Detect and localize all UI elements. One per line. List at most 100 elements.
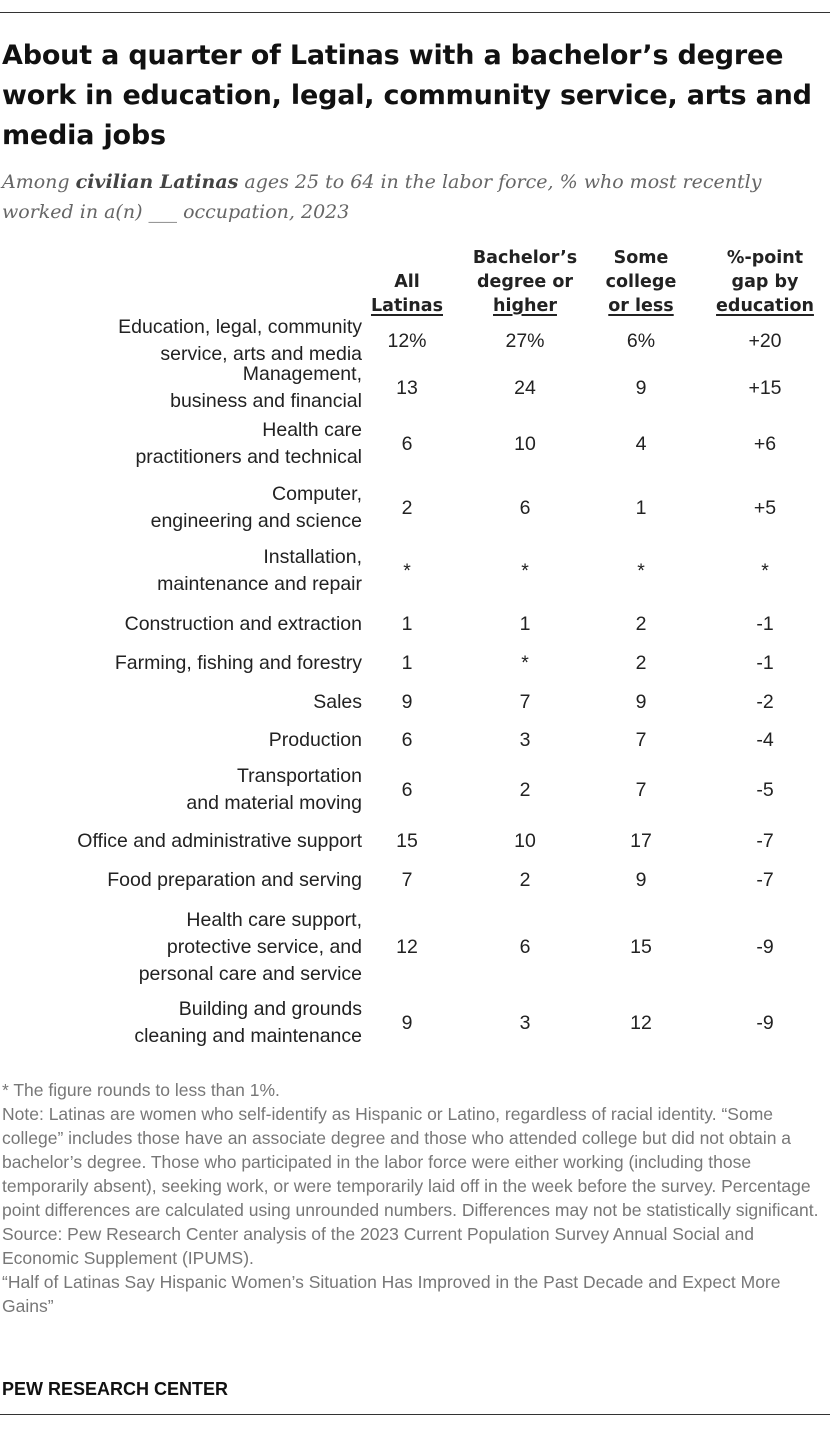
subtitle-after: ages 25 to 64 in the labor force, % who … [2,171,762,223]
cell-all: 15 [396,829,418,852]
footnote-note: Note: Latinas are women who self-identif… [2,1104,819,1220]
cell-some: 2 [635,651,647,674]
footnote-asterisk: * The figure rounds to less than 1%. [2,1080,280,1100]
row-label: Office and administrative support [77,828,362,855]
cell-bach: 10 [514,432,536,455]
cell-some: 4 [635,432,647,455]
row-label: Farming, fishing and forestry [115,650,362,677]
cell-some: * [637,559,645,582]
row-label: Computer, engineering and science [151,481,362,535]
cell-all: 9 [401,690,413,713]
column-header-all: All Latinas [347,270,467,318]
row-label: Management, business and financial [170,361,362,415]
row-label: Education, legal, community service, arts… [118,314,362,368]
column-header-bach: Bachelor’s degree or higher [465,246,585,318]
row-label-line: Health care [262,419,362,441]
cell-some: 15 [630,935,652,958]
cell-some: 7 [635,778,647,801]
row-label: Food preparation and serving [107,867,362,894]
row-label-line: Management, [242,363,362,385]
row-label-line: personal care and service [138,962,362,985]
cell-some: 2 [635,612,647,635]
cell-gap: -1 [756,612,774,635]
cell-gap: -1 [756,651,774,674]
cell-some: 9 [635,376,647,399]
cell-bach: 10 [514,829,536,852]
cell-some: 7 [635,728,647,751]
row-label-line: Production [268,728,362,751]
cell-bach: 7 [519,690,531,713]
row-label-line: Computer, [272,483,362,505]
footnote-source: Source: Pew Research Center analysis of … [2,1224,754,1268]
row-label-line: Transportation [236,765,362,787]
cell-gap: +20 [748,329,782,352]
column-header-line: education [716,296,814,316]
column-header-line: higher [493,296,557,316]
column-header-line: Latinas [370,296,443,316]
cell-bach: 6 [519,496,531,519]
row-label-line: Office and administrative support [77,829,362,852]
row-label-line: and material moving [186,792,362,814]
row-label: Installation, maintenance and repair [157,544,362,598]
cell-gap: +15 [748,376,782,399]
row-label-line: Sales [313,690,362,713]
row-label-line: Installation, [263,546,362,568]
column-header-line: gap by [731,272,799,292]
cell-all: 9 [401,1011,413,1034]
cell-some: 1 [635,496,647,519]
column-header-line: degree or [476,272,574,292]
row-label: Construction and extraction [125,611,362,638]
cell-all: 1 [401,651,413,674]
row-label-line: protective service, and [166,935,362,958]
row-label-line: Health care support, [186,908,362,931]
row-label-line: practitioners and technical [135,446,362,468]
chart-subtitle: Among civilian Latinas ages 25 to 64 in … [2,167,830,227]
cell-all: * [403,559,411,582]
cell-gap: -7 [756,829,774,852]
top-rule [0,12,830,13]
cell-gap: -2 [756,690,774,713]
cell-all: 2 [401,496,413,519]
row-label-line: engineering and science [150,510,362,532]
cell-gap: -9 [756,935,774,958]
row-label-line: service, arts and media [160,343,362,365]
row-label-line: cleaning and maintenance [134,1025,362,1047]
column-header-line: All [394,272,420,292]
cell-gap: * [761,559,769,582]
footnotes: * The figure rounds to less than 1%. Not… [2,1078,830,1318]
cell-bach: * [521,559,529,582]
chart-title: About a quarter of Latinas with a bachel… [2,40,812,151]
cell-gap: -9 [756,1011,774,1034]
cell-all: 7 [401,868,413,891]
cell-some: 17 [630,829,652,852]
column-header-line: Bachelor’s [472,248,578,268]
row-label: Sales [313,689,362,716]
cell-gap: -7 [756,868,774,891]
row-label-line: Construction and extraction [124,612,362,635]
cell-bach: * [521,651,529,674]
cell-some: 9 [635,868,647,891]
row-label: Health care practitioners and technical [135,417,362,471]
row-label-line: business and financial [170,390,362,412]
cell-some: 6% [626,329,656,352]
cell-some: 9 [635,690,647,713]
row-label: Production [269,727,362,754]
row-label-line: Food preparation and serving [107,868,362,891]
row-label: Building and grounds cleaning and mainten… [134,996,362,1050]
cell-bach: 1 [519,612,531,635]
cell-bach: 24 [514,376,536,399]
column-header-line: or less [608,296,674,316]
cell-bach: 3 [519,728,531,751]
cell-bach: 6 [519,935,531,958]
cell-some: 12 [630,1011,652,1034]
bottom-rule [0,1414,830,1415]
cell-all: 1 [401,612,413,635]
column-header-gap: %-point gap by education [705,246,825,318]
subtitle-before: Among [2,171,76,193]
cell-gap: +6 [753,432,777,455]
cell-bach: 27% [505,329,545,352]
row-label-line: maintenance and repair [157,573,362,595]
row-label-line: Farming, fishing and forestry [114,651,362,674]
column-header-line: college [605,272,677,292]
cell-gap: -4 [756,728,774,751]
